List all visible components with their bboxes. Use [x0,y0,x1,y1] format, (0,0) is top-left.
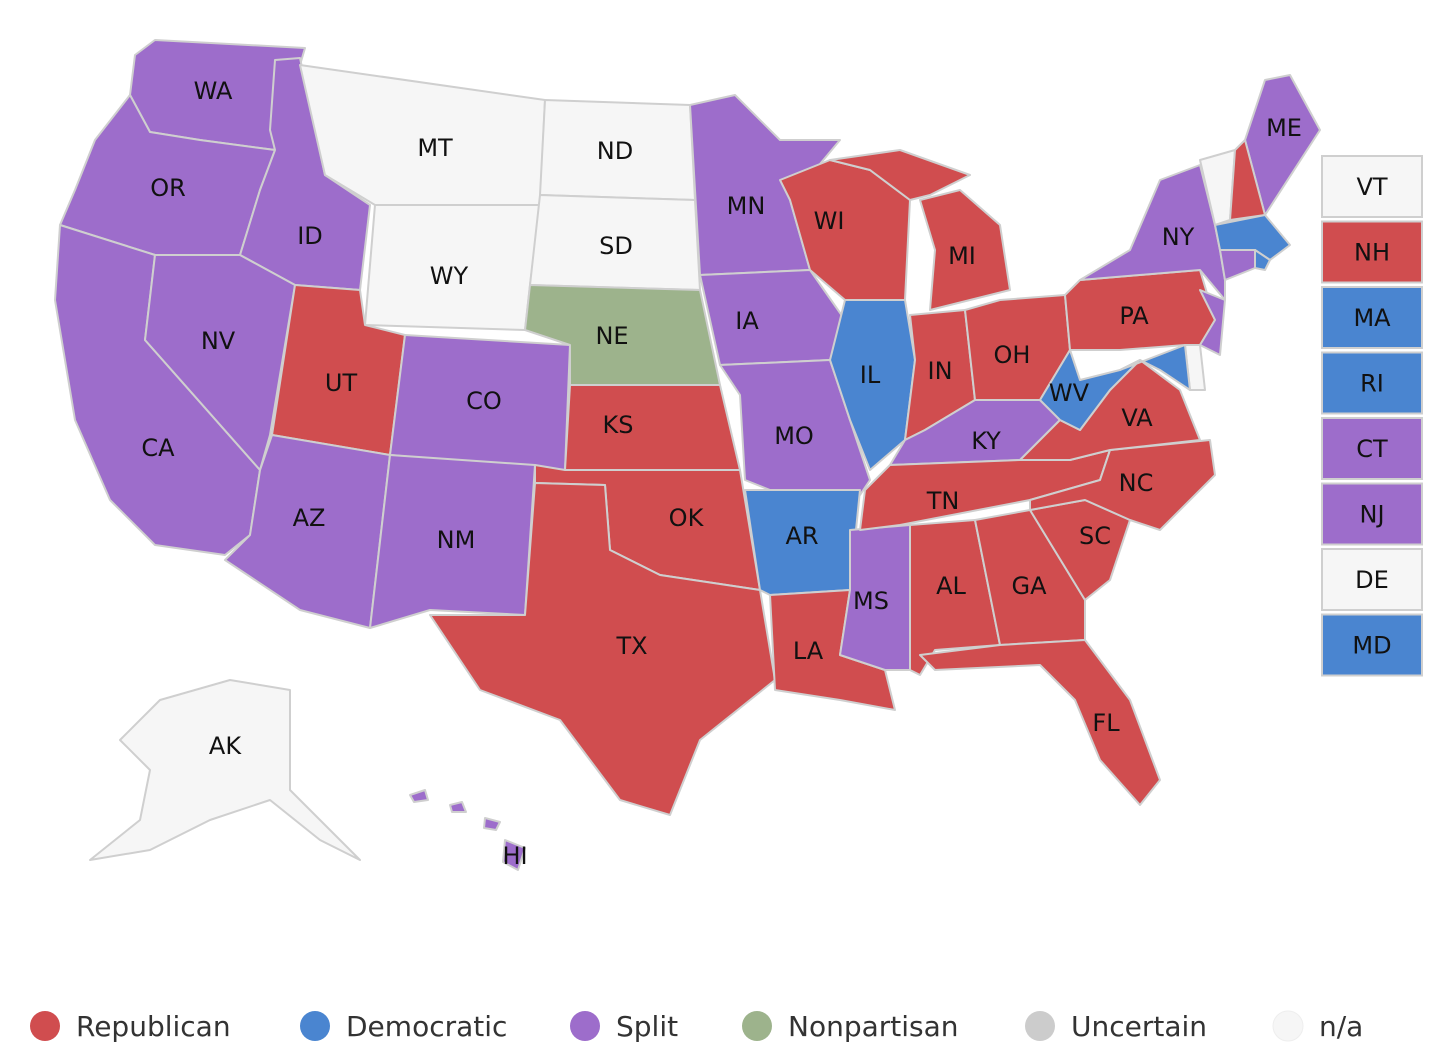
state[interactable] [1199,289,1226,356]
state-box-label: DE [1355,566,1389,594]
state-label: NV [201,327,236,355]
state[interactable] [369,454,536,629]
state-box[interactable] [1321,351,1423,415]
state-label: PA [1119,302,1149,330]
state-label: OK [669,504,705,532]
state[interactable] [1029,439,1216,531]
state-box[interactable] [1321,220,1423,284]
state-label: CA [141,434,175,462]
legend-marker[interactable] [570,1011,600,1041]
state-box[interactable] [1321,155,1423,218]
state[interactable] [89,679,361,861]
state-label: IL [860,361,881,389]
state[interactable] [829,299,916,471]
state-label: WI [814,207,845,235]
state-box-label: MA [1353,304,1391,332]
state-label: VA [1121,404,1153,432]
state-box-label: MD [1352,632,1391,660]
state-label: NC [1119,469,1154,497]
legend-marker[interactable] [742,1011,772,1041]
legend-label[interactable]: Democratic [346,1010,507,1043]
legend-label[interactable]: Uncertain [1071,1010,1207,1043]
state-label: KS [603,411,634,439]
state-label: ND [597,137,633,165]
legend-marker[interactable] [30,1011,60,1041]
state-label: AR [785,522,818,550]
state[interactable] [429,482,776,816]
legend-marker[interactable] [300,1011,330,1041]
state-label: IA [735,307,759,335]
state-box[interactable] [1321,613,1423,677]
state-label: SC [1079,522,1111,550]
state-label: NE [595,322,628,350]
state-box[interactable] [1321,417,1423,480]
state[interactable] [919,639,1161,806]
state-box[interactable] [1321,548,1423,611]
state-label: WY [430,262,469,290]
state[interactable] [483,817,501,831]
state-box[interactable] [1321,286,1423,349]
state[interactable] [564,384,741,471]
state-label: WA [194,77,233,105]
state[interactable] [409,789,429,803]
state-label: IN [927,357,952,385]
state-box-label: RI [1360,370,1384,398]
state-label: ID [297,222,323,250]
state-label: MS [853,587,889,615]
state-box[interactable] [1321,482,1423,546]
state-label: AK [209,732,242,760]
state-box-label: NJ [1359,501,1384,529]
state-label: UT [325,369,358,397]
legend-label[interactable]: n/a [1319,1010,1363,1043]
state-label: MO [774,422,814,450]
state[interactable] [974,509,1086,646]
state[interactable] [699,269,846,366]
state[interactable] [502,839,526,871]
legend-label[interactable]: Nonpartisan [788,1010,959,1043]
state-label: LA [793,637,824,665]
state-label: KY [971,427,1001,455]
legend-marker[interactable] [1025,1011,1055,1041]
state[interactable] [1219,249,1256,281]
state-label: ME [1266,114,1302,142]
state-label: HI [502,842,527,870]
state-label: NY [1162,223,1195,251]
state-label: AZ [293,504,326,532]
state[interactable] [144,254,296,471]
state-label: MT [417,134,453,162]
state-label: FL [1092,709,1120,737]
state-label: MI [948,242,976,270]
state-label: TX [615,632,647,660]
state-label: AL [936,572,966,600]
state-box-label: VT [1356,173,1387,201]
state-label: CO [466,387,502,415]
state-label: NM [437,526,476,554]
legend-label[interactable]: Republican [76,1010,231,1043]
state[interactable] [829,149,971,201]
state-box-label: CT [1356,435,1388,463]
state-label: OR [150,174,186,202]
state-label: WV [1049,379,1090,407]
legend-label[interactable]: Split [616,1010,678,1043]
state[interactable] [919,189,1011,311]
state[interactable] [1119,344,1191,391]
state-label: TN [926,487,960,515]
state-label: MN [727,192,766,220]
state-box-label: NH [1354,239,1390,267]
legend-marker[interactable] [1272,1010,1304,1042]
state-label: OH [994,341,1031,369]
state-label: GA [1011,572,1047,600]
state[interactable] [449,801,467,813]
state-label: SD [599,232,633,260]
